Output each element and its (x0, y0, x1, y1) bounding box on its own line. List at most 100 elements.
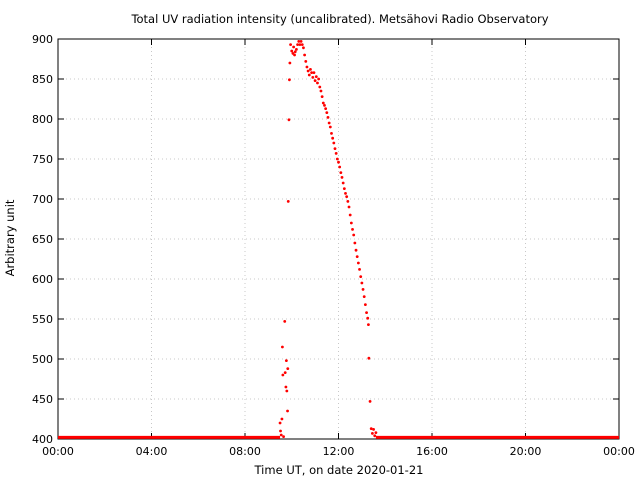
data-point (353, 241, 357, 245)
data-point (370, 432, 374, 435)
y-tick-label: 450 (32, 393, 53, 406)
data-point (279, 429, 282, 433)
data-point (334, 152, 338, 155)
data-point (285, 389, 289, 393)
data-point (374, 431, 378, 434)
data-point (359, 275, 363, 278)
data-point (348, 213, 352, 217)
data-point (333, 147, 337, 151)
data-point (352, 233, 356, 237)
data-point (345, 195, 349, 199)
y-tick-label: 500 (32, 353, 53, 366)
y-tick-label: 600 (32, 273, 53, 286)
data-point (296, 43, 299, 46)
data-point (362, 295, 366, 298)
data-point (304, 60, 308, 63)
data-point (321, 101, 325, 105)
data-point (325, 111, 329, 114)
y-tick-label: 850 (32, 73, 53, 86)
data-point (310, 71, 314, 74)
axis-ticks: 400 450 500 550 600 650 700 750 800 850 900 00:00 04… (32, 33, 635, 458)
data-point (367, 323, 370, 326)
y-tick-label: 750 (32, 153, 53, 166)
data-point (369, 427, 373, 430)
data-point (346, 200, 350, 203)
data-point (356, 261, 360, 265)
x-tick-label: 00:00 (42, 445, 74, 458)
data-point (365, 311, 368, 314)
data-point (286, 409, 289, 413)
data-point (360, 281, 364, 285)
data-point (293, 50, 297, 54)
y-axis-label: Arbitrary unit (3, 199, 17, 276)
data-point (317, 77, 321, 81)
data-point (282, 435, 285, 438)
data-point (281, 373, 285, 377)
data-point (339, 171, 343, 175)
data-point (372, 428, 375, 431)
data-point (318, 85, 322, 89)
y-tick-label: 400 (32, 433, 53, 446)
data-point (351, 228, 354, 231)
data-point (307, 73, 311, 77)
data-point (309, 68, 312, 71)
data-point (349, 221, 353, 225)
data-points (58, 40, 619, 439)
data-point (297, 40, 301, 43)
data-point (316, 81, 319, 85)
x-tick-label: 16:00 (416, 445, 448, 458)
y-tick-label: 800 (32, 113, 53, 126)
data-point (337, 160, 340, 164)
data-point (278, 421, 282, 425)
data-point (340, 176, 344, 179)
x-tick-label: 08:00 (229, 445, 261, 458)
data-point (299, 40, 303, 43)
data-point (330, 132, 333, 135)
data-point (344, 192, 347, 195)
chart-title: Total UV radiation intensity (uncalibrat… (130, 12, 548, 26)
data-point (332, 141, 336, 145)
data-point (283, 320, 287, 323)
data-point (303, 53, 307, 57)
data-point (284, 385, 288, 389)
data-point (280, 417, 284, 421)
data-point (367, 356, 371, 360)
x-axis-label: Time UT, on date 2020-01-21 (254, 463, 424, 477)
data-point (284, 359, 288, 362)
data-point (354, 248, 358, 252)
data-point (286, 367, 290, 370)
data-point (281, 345, 284, 349)
data-point (306, 69, 310, 73)
data-point (355, 255, 359, 258)
x-tick-label: 00:00 (603, 445, 635, 458)
data-point (289, 43, 292, 46)
data-point (292, 45, 296, 49)
data-point (287, 118, 291, 122)
x-tick-label: 04:00 (136, 445, 168, 458)
data-point (324, 107, 328, 110)
data-point (290, 49, 294, 53)
data-point (347, 205, 351, 209)
data-point (319, 89, 323, 93)
data-point (328, 125, 332, 129)
grid-lines (58, 39, 619, 439)
x-tick-label: 20:00 (510, 445, 542, 458)
data-point (279, 433, 283, 437)
data-point (295, 48, 298, 51)
data-point (326, 116, 330, 119)
data-point (311, 76, 315, 79)
data-point (314, 75, 318, 78)
data-point (312, 71, 316, 74)
data-point (335, 157, 339, 161)
data-point (313, 79, 317, 82)
data-point (320, 95, 324, 98)
y-tick-label: 550 (32, 313, 53, 326)
data-point (373, 434, 377, 438)
data-point (331, 136, 335, 140)
data-point (358, 268, 361, 271)
data-point (323, 104, 326, 107)
data-point (366, 316, 370, 320)
data-point (288, 61, 292, 65)
data-point (361, 288, 365, 291)
